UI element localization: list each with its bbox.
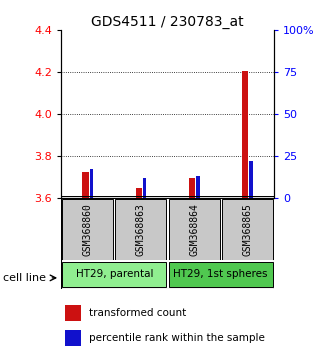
Bar bbox=[196, 176, 200, 198]
Text: GSM368865: GSM368865 bbox=[242, 203, 252, 256]
Bar bbox=[89, 169, 93, 198]
Text: percentile rank within the sample: percentile rank within the sample bbox=[89, 333, 265, 343]
Bar bbox=[136, 188, 142, 198]
Bar bbox=[115, 199, 166, 259]
Bar bbox=[242, 71, 248, 198]
Text: transformed count: transformed count bbox=[89, 308, 186, 318]
Title: GDS4511 / 230783_at: GDS4511 / 230783_at bbox=[91, 15, 244, 29]
Text: GSM368860: GSM368860 bbox=[82, 203, 93, 256]
Bar bbox=[62, 199, 113, 259]
Text: GSM368864: GSM368864 bbox=[189, 203, 199, 256]
Text: HT29, parental: HT29, parental bbox=[76, 269, 153, 279]
Bar bbox=[82, 172, 89, 198]
Bar bbox=[65, 330, 81, 346]
Bar bbox=[62, 262, 166, 287]
Bar bbox=[249, 161, 253, 198]
Text: GSM368863: GSM368863 bbox=[136, 203, 146, 256]
Bar bbox=[169, 262, 273, 287]
Bar bbox=[169, 199, 220, 259]
Text: HT29, 1st spheres: HT29, 1st spheres bbox=[174, 269, 268, 279]
Bar bbox=[222, 199, 273, 259]
Bar bbox=[189, 178, 195, 198]
Bar bbox=[65, 305, 81, 321]
Text: cell line: cell line bbox=[3, 273, 46, 283]
Bar bbox=[143, 178, 147, 198]
